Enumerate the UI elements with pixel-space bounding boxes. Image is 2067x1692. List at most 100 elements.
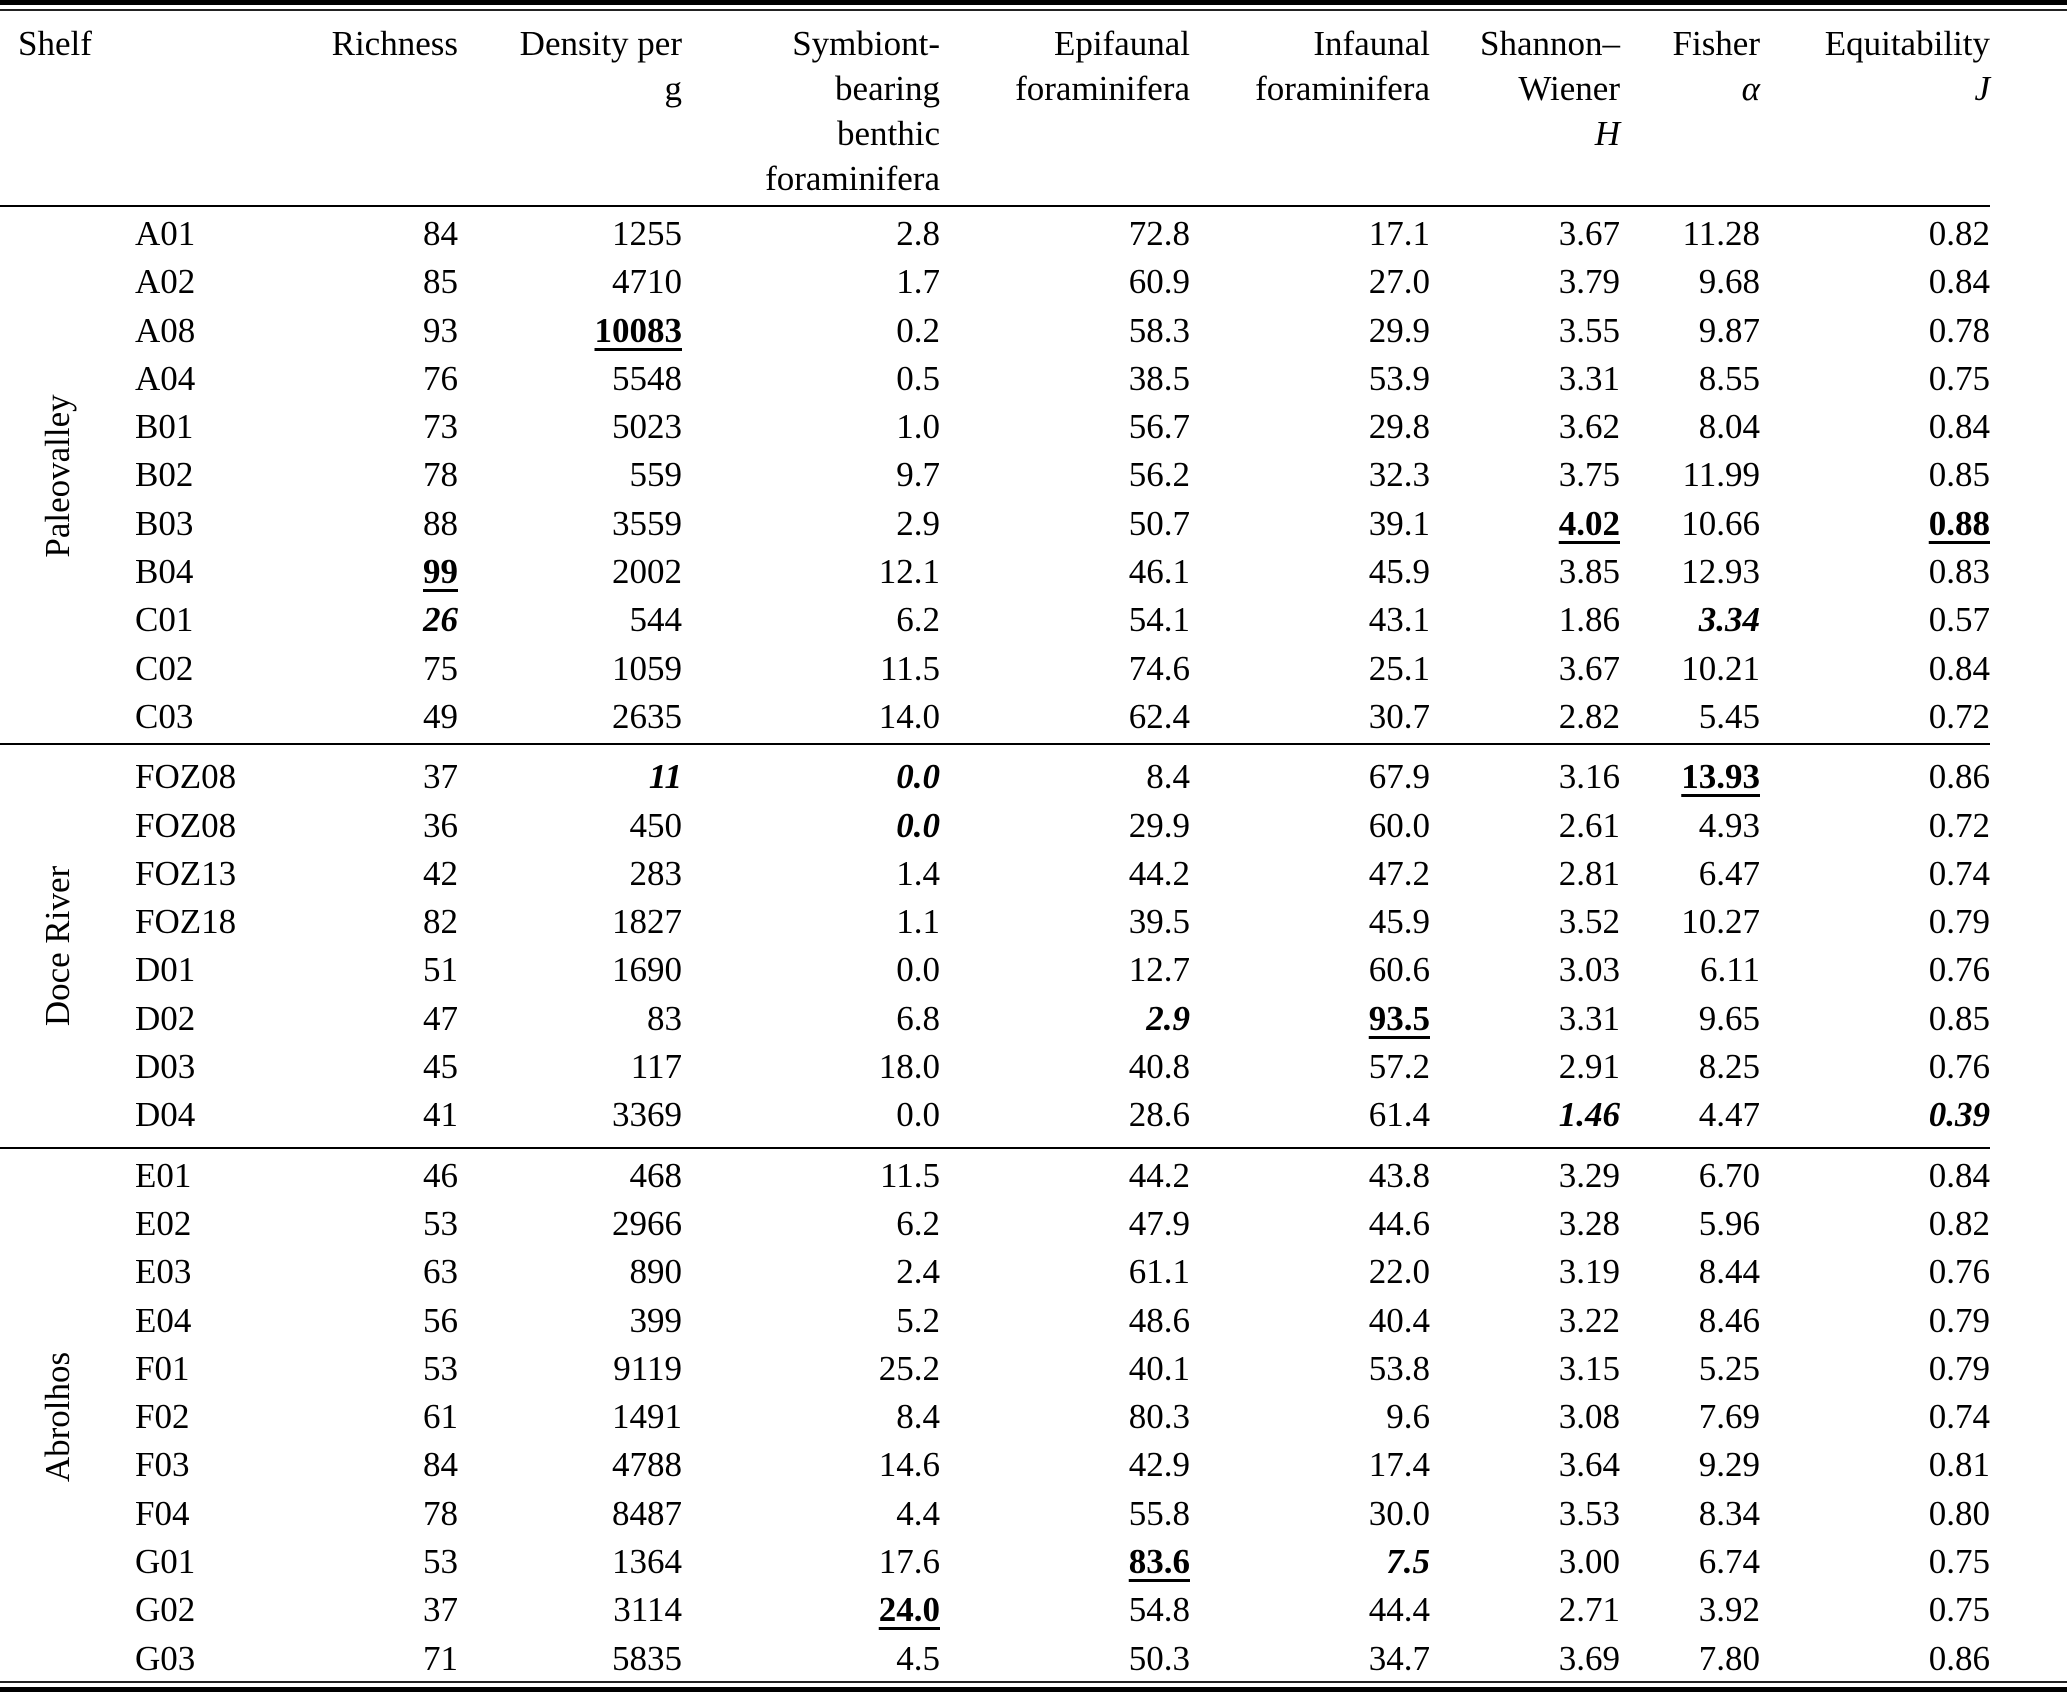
value-cell-epifaunal: 38.5 <box>1128 358 1190 398</box>
value-cell-symbiont: 14.0 <box>878 696 940 736</box>
value-cell-density: 468 <box>629 1155 683 1195</box>
value-cell-fisher: 9.87 <box>1698 310 1760 350</box>
value-cell-shannon: 2.71 <box>1558 1590 1620 1630</box>
value-cell-epifaunal: 83.6 <box>1128 1542 1190 1582</box>
value-cell-richness: 47 <box>423 998 458 1038</box>
value-cell-shannon: 3.29 <box>1558 1155 1620 1195</box>
value-cell-symbiont: 4.4 <box>896 1493 940 1533</box>
table-bottom-rule-thick <box>0 1687 2067 1692</box>
value-cell-fisher: 5.25 <box>1698 1348 1760 1388</box>
column-header-line: Epifaunal <box>1053 24 1190 63</box>
column-header-equitability: Equitability J <box>1760 21 1990 201</box>
value-cell-density: 11 <box>648 757 682 797</box>
station-cell: B04 <box>135 552 194 592</box>
value-cell-fisher: 6.70 <box>1698 1155 1760 1195</box>
value-cell-symbiont: 18.0 <box>878 1047 940 1087</box>
value-cell-epifaunal: 54.8 <box>1128 1590 1190 1630</box>
station-cell: G03 <box>135 1638 196 1678</box>
value-cell-symbiont: 0.0 <box>896 805 940 845</box>
value-cell-epifaunal: 60.9 <box>1128 262 1190 302</box>
value-cell-infaunal: 17.4 <box>1368 1445 1430 1485</box>
station-cell: A04 <box>135 358 196 398</box>
value-cell-symbiont: 0.5 <box>896 358 940 398</box>
value-cell-density: 117 <box>630 1047 682 1087</box>
value-cell-shannon: 3.08 <box>1558 1397 1620 1437</box>
value-cell-shannon: 3.53 <box>1558 1493 1620 1533</box>
value-cell-richness: 63 <box>423 1252 458 1292</box>
value-cell-fisher: 10.21 <box>1681 648 1760 688</box>
value-cell-richness: 41 <box>423 1095 458 1135</box>
station-cell: F03 <box>135 1445 190 1485</box>
value-cell-shannon: 4.02 <box>1558 503 1620 543</box>
value-cell-fisher: 4.47 <box>1698 1095 1760 1135</box>
value-cell-infaunal: 34.7 <box>1368 1638 1430 1678</box>
value-cell-density: 1059 <box>612 648 682 688</box>
station-cell: FOZ08 <box>135 805 237 845</box>
column-header-line: Shannon– <box>1480 24 1620 63</box>
value-cell-equitability: 0.88 <box>1928 503 1990 543</box>
value-cell-fisher: 8.55 <box>1698 358 1760 398</box>
station-cell: E04 <box>135 1300 192 1340</box>
value-cell-epifaunal: 50.3 <box>1128 1638 1190 1678</box>
column-header-shannon: Shannon– Wiener H <box>1430 21 1620 201</box>
value-cell-epifaunal: 61.1 <box>1128 1252 1190 1292</box>
station-cell: FOZ08 <box>135 757 237 797</box>
value-cell-symbiont: 12.1 <box>878 552 940 592</box>
value-cell-density: 1690 <box>612 950 682 990</box>
value-cell-fisher: 9.29 <box>1698 1445 1760 1485</box>
value-cell-fisher: 11.28 <box>1682 214 1760 253</box>
value-cell-equitability: 0.78 <box>1928 310 1990 350</box>
value-cell-richness: 46 <box>423 1155 458 1195</box>
shelf-group-label: Doce River <box>37 866 77 1027</box>
value-cell-fisher: 8.44 <box>1698 1252 1760 1292</box>
value-cell-shannon: 3.85 <box>1558 552 1620 592</box>
value-cell-symbiont: 6.8 <box>896 998 940 1038</box>
value-cell-density: 283 <box>629 853 683 893</box>
value-cell-symbiont: 1.7 <box>896 262 940 302</box>
station-cell: A08 <box>135 310 196 350</box>
value-cell-epifaunal: 39.5 <box>1128 902 1190 942</box>
shelf-group-doce-river: Doce River FOZ08 37 11 0.0 8.4 67.9 3.16 13.93 0.… <box>0 743 1990 1146</box>
value-cell-density: 9119 <box>613 1348 682 1388</box>
station-cell: F02 <box>135 1397 190 1437</box>
value-cell-symbiont: 2.8 <box>896 214 940 253</box>
value-cell-equitability: 0.75 <box>1928 1590 1990 1630</box>
station-cell: D04 <box>135 1095 196 1135</box>
column-header-symbiont: Symbiont-bearing benthic foraminifera <box>682 21 940 201</box>
value-cell-shannon: 3.64 <box>1558 1445 1620 1485</box>
value-cell-epifaunal: 56.2 <box>1128 455 1190 495</box>
value-cell-infaunal: 53.8 <box>1368 1348 1430 1388</box>
value-cell-richness: 42 <box>423 853 458 893</box>
value-cell-infaunal: 39.1 <box>1368 503 1430 543</box>
column-header-line: foraminifera <box>765 159 940 198</box>
value-cell-infaunal: 60.6 <box>1368 950 1430 990</box>
column-header-density: Density per g <box>458 21 682 201</box>
column-header-line: Density per <box>519 24 682 63</box>
value-cell-equitability: 0.72 <box>1928 696 1990 736</box>
value-cell-fisher: 3.34 <box>1698 600 1760 640</box>
value-cell-equitability: 0.82 <box>1928 1203 1990 1243</box>
value-cell-symbiont: 2.9 <box>896 503 940 543</box>
value-cell-infaunal: 43.1 <box>1368 600 1430 640</box>
value-cell-richness: 49 <box>423 696 458 736</box>
value-cell-symbiont: 8.4 <box>896 1397 940 1437</box>
value-cell-shannon: 3.28 <box>1558 1203 1620 1243</box>
value-cell-equitability: 0.39 <box>1928 1095 1990 1135</box>
value-cell-fisher: 6.47 <box>1698 853 1760 893</box>
value-cell-richness: 37 <box>423 1590 458 1630</box>
value-cell-epifaunal: 46.1 <box>1128 552 1190 592</box>
value-cell-richness: 85 <box>423 262 458 302</box>
value-cell-shannon: 3.52 <box>1558 902 1620 942</box>
value-cell-equitability: 0.81 <box>1928 1445 1990 1485</box>
station-cell: E03 <box>135 1252 192 1292</box>
value-cell-symbiont: 9.7 <box>896 455 940 495</box>
value-cell-density: 5548 <box>612 358 682 398</box>
value-cell-fisher: 7.69 <box>1698 1397 1760 1437</box>
value-cell-equitability: 0.76 <box>1928 1047 1990 1087</box>
value-cell-density: 1491 <box>612 1397 682 1437</box>
station-cell: F04 <box>135 1493 190 1533</box>
value-cell-infaunal: 61.4 <box>1368 1095 1430 1135</box>
table-bottom-rule-thin <box>0 1681 2067 1683</box>
value-cell-symbiont: 1.1 <box>896 902 940 942</box>
value-cell-fisher: 9.65 <box>1698 998 1760 1038</box>
